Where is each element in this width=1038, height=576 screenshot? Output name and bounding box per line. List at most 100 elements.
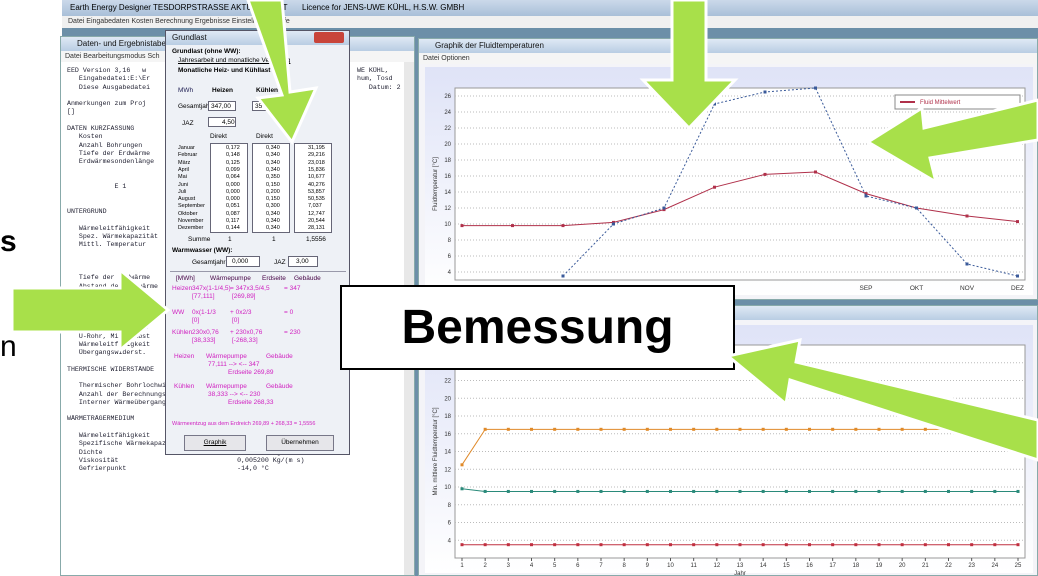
input-box [208, 101, 236, 111]
x-tick-label: 8 [622, 563, 626, 569]
y-tick-label: 12 [444, 206, 451, 212]
point [612, 222, 615, 226]
point [831, 543, 835, 547]
point [1016, 274, 1019, 278]
y-tick-label: 8 [448, 238, 452, 244]
point [669, 489, 672, 493]
cool-value: 0,340 [266, 145, 280, 151]
cool-value: 0,340 [266, 152, 280, 159]
point [814, 86, 817, 90]
point [576, 427, 580, 431]
input-box [226, 256, 260, 267]
radio-option[interactable]: Monatliche Heiz- und Kühllast [178, 67, 271, 74]
point [713, 102, 716, 106]
point [530, 427, 533, 431]
text-line: Anzahl Bohrungen [67, 141, 143, 149]
text-line: THERMISCHE WIDERSTÄNDE [67, 365, 155, 373]
point [561, 224, 565, 228]
label: Gesamtjahr [178, 103, 212, 110]
input-box [288, 256, 318, 267]
point [622, 427, 626, 431]
result-cell: [0] [192, 317, 200, 324]
y-axis-label: Min. mittlere Fluidtemperatur [°C] [433, 407, 439, 495]
slide-label: Bemessung [340, 285, 735, 370]
point [1016, 220, 1019, 224]
point [738, 543, 742, 547]
column-header: Kühlen [256, 87, 279, 94]
x-tick-label: 2 [483, 563, 487, 569]
point [662, 206, 666, 210]
result-cell: = 347x3,5/4,5 [230, 285, 270, 292]
point [715, 543, 719, 547]
flow-label: Wärmepumpe [206, 353, 247, 360]
text-line: Datum: 2 [357, 83, 401, 91]
close-button[interactable] [314, 32, 344, 43]
y-tick-label: 4 [448, 270, 452, 276]
x-tick-label: 19 [876, 563, 883, 569]
license: Licence for JENS-UWE KÜHL, H.S.W. GMBH [302, 3, 465, 12]
x-tick-label: 15 [783, 563, 790, 569]
point [553, 427, 557, 431]
point [915, 206, 918, 210]
text-line: UNTERGRUND [67, 208, 107, 216]
point [460, 487, 464, 491]
point [970, 543, 974, 547]
button[interactable]: Graphik [184, 435, 246, 451]
point [761, 543, 765, 547]
unit-label: MWh [178, 87, 194, 94]
point [808, 543, 811, 547]
y-tick-label: 18 [444, 158, 451, 164]
point [599, 427, 603, 431]
checkbox[interactable]: Direkt [210, 133, 227, 140]
x-tick-label: 23 [968, 563, 975, 569]
checkbox[interactable]: Direkt [256, 133, 273, 140]
button[interactable]: Übernehmen [266, 435, 334, 451]
text-line: Diese Ausgabedatei [67, 83, 151, 91]
input-value: 4,50 [222, 119, 235, 126]
result-cell: = 347 [284, 285, 301, 292]
extra-value: 53,857 [308, 188, 325, 195]
point [738, 489, 742, 493]
series-line [462, 171, 1018, 227]
point [599, 543, 603, 547]
x-tick-label: 4 [530, 563, 534, 569]
y-tick-label: 6 [448, 254, 452, 260]
heat-value: 0,099 [226, 166, 240, 173]
group-label: Warmwasser (WW): [172, 247, 233, 254]
point [738, 427, 742, 431]
x-tick-label: 21 [922, 563, 929, 569]
extra-value: 15,836 [308, 166, 325, 173]
radio-option[interactable]: Jahresarbeit und monatliche Verteilung [178, 57, 291, 64]
extra-value: 23,018 [308, 159, 325, 166]
point [763, 172, 767, 176]
sum-label: Summe [188, 236, 211, 243]
point [947, 543, 950, 547]
x-tick-label: 9 [646, 563, 650, 569]
point [713, 185, 716, 189]
result-cell: 230x0,76 [192, 329, 219, 336]
point [808, 489, 811, 493]
result-header: Erdseite [262, 275, 286, 282]
point [854, 543, 858, 547]
x-tick-label: 25 [1015, 563, 1022, 569]
flow-label: Heizen [174, 353, 195, 360]
sum-value: 1 [272, 236, 276, 243]
text-lines: WE KÜHL, hum, Tosd Datum: 2 [357, 67, 401, 92]
text-line: Erdwärmesondenlänge [67, 158, 155, 166]
point [900, 543, 904, 547]
y-tick-label: 16 [444, 432, 451, 438]
x-axis-label: Jahr [734, 571, 746, 576]
x-tick-label: 1 [460, 563, 464, 569]
x-tick-label: 17 [829, 563, 836, 569]
heat-value: 0,117 [226, 218, 240, 224]
point [645, 489, 649, 493]
heat-value: 0,064 [226, 174, 240, 181]
point [900, 427, 904, 431]
month-label: November [178, 218, 204, 224]
flow-label: Gebäude [266, 383, 293, 390]
x-tick-label: 16 [806, 563, 813, 569]
text-line: Eingabedatei:E:\Er [67, 75, 151, 83]
y-tick-label: 14 [444, 190, 451, 196]
text-line: Viskosität 0,005200 Kg/(m s) [67, 456, 305, 464]
point [831, 427, 835, 431]
